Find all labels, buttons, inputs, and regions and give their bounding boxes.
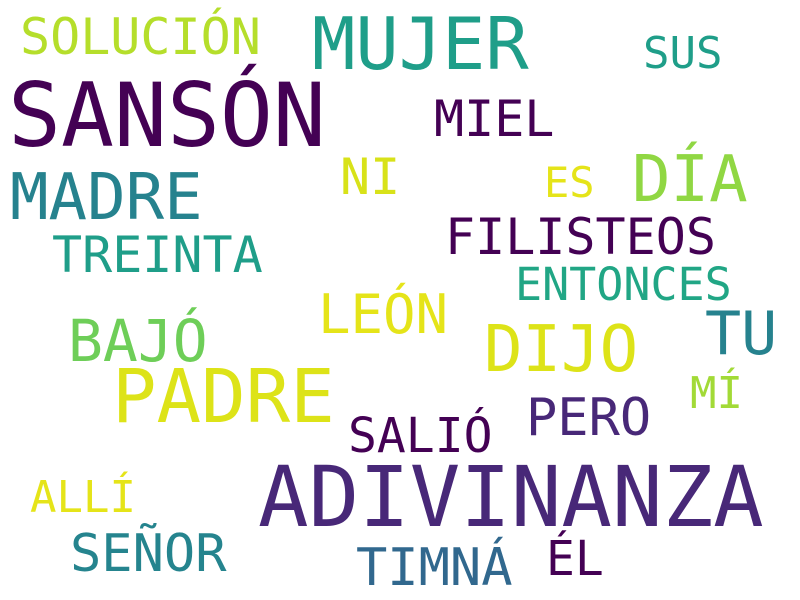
word-alli: ALLÍ xyxy=(30,472,136,523)
word-padre: PADRE xyxy=(112,354,335,440)
word-sus: SUS xyxy=(643,28,723,79)
word-timna: TIMNÁ xyxy=(356,538,513,598)
word-leon: LEÓN xyxy=(318,283,449,346)
word-senor: SEÑOR xyxy=(70,524,227,584)
word-sanson: SANSÓN xyxy=(8,64,326,167)
word-dia: DÍA xyxy=(632,143,748,217)
word-tu: TU xyxy=(705,299,778,369)
word-el: ÉL xyxy=(546,531,604,587)
word-solucion: SOLUCIÓN xyxy=(20,8,261,66)
word-miel: MIEL xyxy=(434,90,555,148)
word-madre: MADRE xyxy=(10,161,203,235)
word-filisteos: FILISTEOS xyxy=(445,208,716,266)
word-dijo: DIJO xyxy=(484,313,639,387)
word-salio: SALIÓ xyxy=(348,408,493,464)
word-bajo: BAJÓ xyxy=(68,307,208,375)
word-mujer: MUJER xyxy=(312,2,529,86)
word-es: ES xyxy=(544,158,595,207)
word-pero: PERO xyxy=(526,388,652,448)
word-mi: MÍ xyxy=(690,368,743,419)
word-ni: NI xyxy=(340,148,401,206)
word-adivinanza: ADIVINANZA xyxy=(258,448,764,546)
word-entonces: ENTONCES xyxy=(515,258,732,311)
word-treinta: TREINTA xyxy=(52,226,263,284)
